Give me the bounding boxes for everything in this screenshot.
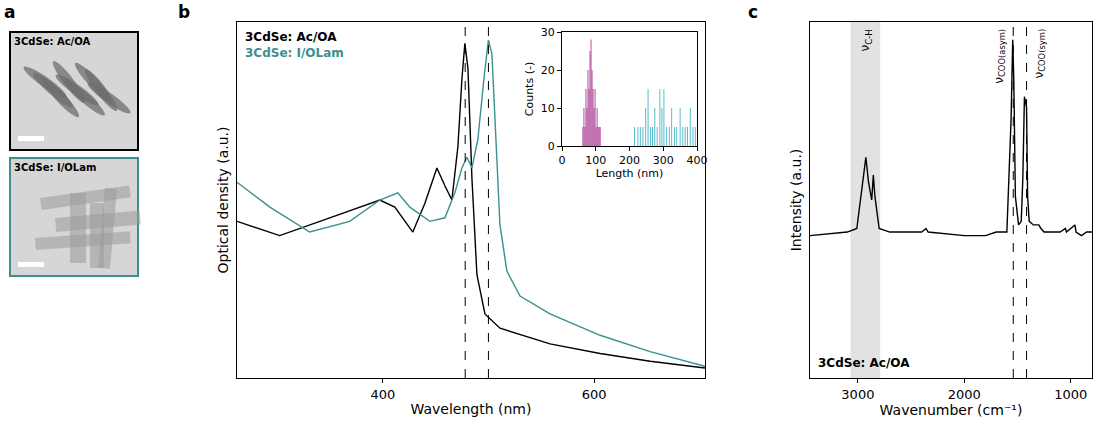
svg-text:0: 0: [548, 140, 555, 153]
svg-text:Counts (-): Counts (-): [523, 62, 536, 116]
svg-text:ν​COO(asym)​: ν​COO(asym)​: [992, 29, 1008, 84]
svg-text:300: 300: [653, 154, 674, 167]
svg-text:30: 30: [541, 26, 555, 39]
svg-text:10: 10: [541, 102, 555, 115]
svg-text:ν​COO(sym)​: ν​COO(sym)​: [1032, 29, 1048, 79]
svg-text:Optical density (a.u.): Optical density (a.u.): [215, 127, 231, 274]
svg-text:2000: 2000: [948, 387, 981, 402]
svg-text:Wavenumber (cm⁻¹): Wavenumber (cm⁻¹): [880, 402, 1023, 418]
html-text:a: a: [4, 2, 16, 22]
svg-text:3CdSe: I/OLam: 3CdSe: I/OLam: [245, 46, 344, 60]
html-text:b: b: [178, 2, 191, 22]
svg-text:400: 400: [687, 154, 708, 167]
svg-text:20: 20: [541, 64, 555, 77]
html-text:c: c: [748, 2, 759, 22]
svg-text:3CdSe: Ac/OA: 3CdSe: Ac/OA: [818, 356, 910, 370]
svg-text:100: 100: [585, 154, 606, 167]
svg-text:200: 200: [619, 154, 640, 167]
svg-text:3000: 3000: [841, 387, 874, 402]
svg-text:0: 0: [559, 154, 566, 167]
svg-text:400: 400: [370, 387, 395, 402]
svg-text:3CdSe: I/OLam: 3CdSe: I/OLam: [14, 162, 96, 173]
svg-text:ν​C-H​: ν​C-H​: [858, 30, 874, 52]
svg-text:Intensity (a.u.): Intensity (a.u.): [788, 149, 804, 252]
svg-text:1000: 1000: [1054, 387, 1087, 402]
svg-text:Length (nm): Length (nm): [596, 167, 664, 180]
svg-text:3CdSe: Ac/OA: 3CdSe: Ac/OA: [14, 36, 90, 47]
svg-text:600: 600: [582, 387, 607, 402]
svg-text:Wavelength (nm): Wavelength (nm): [411, 401, 532, 417]
svg-text:3CdSe: Ac/OA: 3CdSe: Ac/OA: [245, 30, 337, 44]
